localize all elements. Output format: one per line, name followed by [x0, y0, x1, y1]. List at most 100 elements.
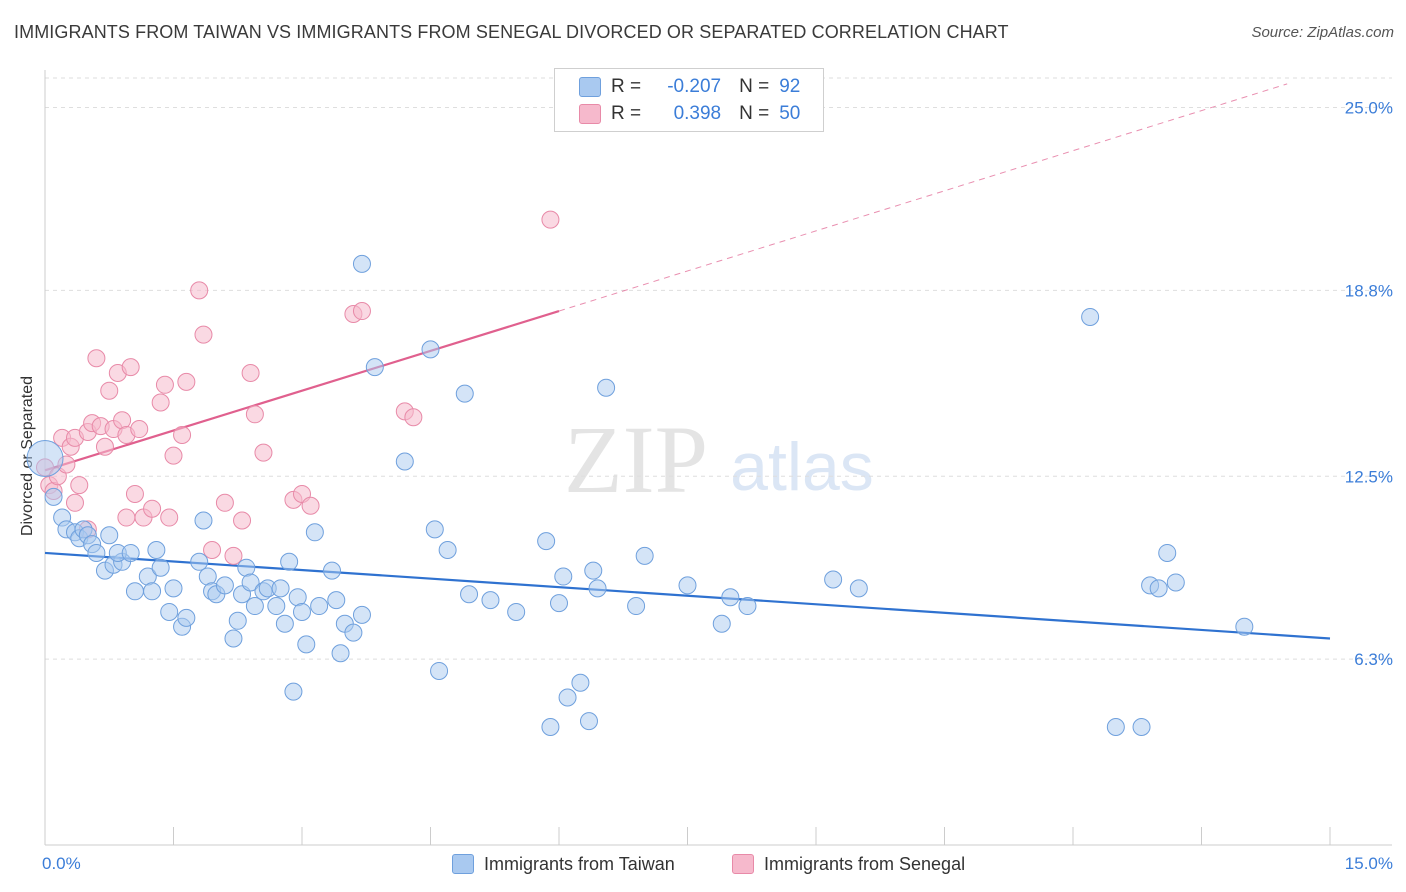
- senegal-point: [215, 493, 234, 512]
- taiwan-point: [164, 579, 183, 598]
- senegal-point: [164, 446, 183, 465]
- taiwan-point: [245, 597, 264, 616]
- senegal-point: [233, 511, 252, 530]
- senegal-point: [143, 499, 162, 518]
- senegal-trend-line: [44, 309, 560, 472]
- taiwan-point: [395, 452, 414, 471]
- senegal-point: [173, 425, 192, 444]
- taiwan-point: [310, 597, 329, 616]
- taiwan-point: [507, 602, 526, 621]
- taiwan-point: [1158, 543, 1177, 562]
- taiwan-point: [194, 511, 213, 530]
- taiwan-point: [297, 635, 316, 654]
- taiwan-swatch: [579, 77, 601, 97]
- bottom-legend-senegal: Immigrants from Senegal: [732, 852, 965, 876]
- taiwan-point: [293, 602, 311, 621]
- taiwan-point: [550, 594, 568, 613]
- taiwan-point: [460, 585, 479, 604]
- taiwan-point: [588, 579, 607, 598]
- taiwan-point: [215, 576, 234, 595]
- taiwan-trend-line: [44, 551, 1331, 640]
- legend-n-label: N =: [739, 103, 770, 124]
- senegal-point: [190, 281, 209, 300]
- taiwan-point: [121, 543, 140, 562]
- y-tick-label: 18.8%: [1345, 281, 1393, 300]
- taiwan-point: [1132, 718, 1151, 736]
- senegal-point: [224, 546, 243, 565]
- taiwan-point: [87, 543, 106, 562]
- senegal-point: [151, 393, 170, 412]
- taiwan-point: [147, 541, 166, 559]
- taiwan-point: [322, 561, 341, 580]
- senegal-point: [121, 358, 140, 377]
- senegal-n-value: 50: [779, 103, 801, 124]
- senegal-swatch: [732, 854, 754, 874]
- taiwan-point: [849, 579, 868, 598]
- legend-n-label: N =: [739, 76, 770, 97]
- taiwan-point: [100, 526, 119, 545]
- bottom-legend-taiwan: Immigrants from Taiwan: [452, 852, 675, 876]
- x-tick-label: 15.0%: [1345, 854, 1393, 873]
- senegal-point: [404, 408, 423, 427]
- taiwan-point: [678, 576, 697, 595]
- watermark-atlas: atlas: [730, 429, 874, 505]
- taiwan-point: [430, 661, 449, 680]
- taiwan-point: [228, 611, 247, 630]
- senegal-point: [130, 420, 149, 439]
- taiwan-point: [352, 605, 371, 624]
- taiwan-n-value: 92: [779, 76, 801, 97]
- taiwan-point: [151, 558, 170, 577]
- taiwan-point: [425, 520, 444, 539]
- source-credit: Source: ZipAtlas.com: [1251, 24, 1394, 41]
- senegal-point: [70, 476, 89, 495]
- taiwan-point: [481, 591, 500, 610]
- x-tick-label: 0.0%: [42, 854, 81, 873]
- taiwan-point: [438, 541, 457, 559]
- senegal-point: [352, 302, 371, 321]
- taiwan-point: [1081, 307, 1100, 326]
- senegal-point: [65, 493, 84, 512]
- taiwan-point: [44, 487, 63, 506]
- legend-r-label: R =: [611, 76, 642, 97]
- senegal-point: [160, 508, 179, 527]
- taiwan-point: [160, 602, 179, 621]
- taiwan-point: [635, 546, 654, 565]
- stats-legend: R = -0.207 N = 92 R = 0.398 N = 50: [554, 68, 824, 132]
- chart-title: IMMIGRANTS FROM TAIWAN VS IMMIGRANTS FRO…: [14, 22, 1009, 42]
- senegal-point: [95, 437, 114, 456]
- taiwan-point: [190, 552, 209, 571]
- senegal-point: [125, 484, 144, 503]
- senegal-point: [203, 541, 222, 559]
- taiwan-point: [271, 579, 290, 598]
- taiwan-point: [352, 254, 371, 273]
- taiwan-point: [327, 591, 346, 610]
- taiwan-point: [571, 673, 590, 692]
- senegal-point: [241, 364, 260, 382]
- taiwan-point: [1149, 579, 1168, 598]
- watermark-zip: ZIP: [564, 406, 708, 513]
- taiwan-legend-label: Immigrants from Taiwan: [484, 853, 675, 874]
- taiwan-point: [738, 597, 757, 616]
- senegal-legend-label: Immigrants from Senegal: [764, 853, 966, 874]
- taiwan-point: [584, 561, 603, 580]
- taiwan-point: [1235, 617, 1254, 636]
- senegal-point: [254, 443, 273, 462]
- y-tick-label: 6.3%: [1354, 650, 1393, 669]
- legend-r-label: R =: [611, 103, 642, 124]
- taiwan-point: [26, 440, 64, 478]
- taiwan-swatch: [452, 854, 474, 874]
- legend-row-senegal: R = 0.398 N = 50: [579, 102, 800, 126]
- taiwan-point: [143, 582, 162, 601]
- senegal-point: [155, 375, 174, 394]
- senegal-point: [301, 496, 320, 515]
- taiwan-point: [280, 552, 299, 571]
- taiwan-point: [331, 644, 350, 663]
- taiwan-point: [275, 614, 294, 633]
- senegal-point: [100, 381, 119, 400]
- senegal-point: [194, 325, 213, 344]
- taiwan-point: [224, 629, 243, 648]
- taiwan-point: [1166, 573, 1185, 592]
- senegal-point: [117, 508, 136, 527]
- taiwan-point: [305, 523, 324, 542]
